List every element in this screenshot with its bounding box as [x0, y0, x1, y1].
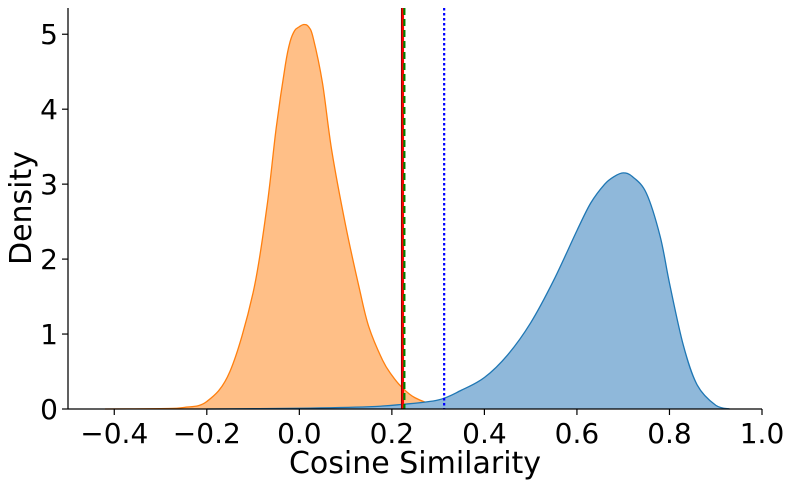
density-area-0: [105, 24, 485, 410]
y-tick-label: 1: [40, 318, 58, 351]
x-tick-label: 0.8: [647, 417, 692, 450]
x-axis-label: Cosine Similarity: [289, 446, 541, 481]
y-tick-label: 3: [40, 168, 58, 201]
y-axis-label: Density: [4, 151, 39, 265]
y-tick-label: 2: [40, 243, 58, 276]
threshold-lines: [400, 8, 446, 409]
x-tick-label: 0.2: [370, 417, 415, 450]
x-tick-label: 0.0: [277, 417, 322, 450]
x-tick-label: 0.6: [555, 417, 600, 450]
x-tick-label: 0.4: [462, 417, 507, 450]
density-area-1: [206, 172, 730, 409]
y-tick-label: 0: [40, 393, 58, 426]
x-tick-label: −0.2: [173, 417, 241, 450]
density-curve-1: [206, 172, 730, 410]
series-layer: [105, 23, 730, 410]
y-tick-label: 4: [40, 93, 58, 126]
density-curve-0: [105, 23, 485, 410]
x-tick-label: −0.4: [80, 417, 148, 450]
y-ticks: 0 1 2 3 4 5: [40, 18, 68, 426]
x-tick-label: 1.0: [740, 417, 785, 450]
x-ticks: −0.4 −0.2 0.0 0.2 0.4 0.6 0.8 1.0: [80, 409, 784, 450]
y-tick-label: 5: [40, 18, 58, 51]
